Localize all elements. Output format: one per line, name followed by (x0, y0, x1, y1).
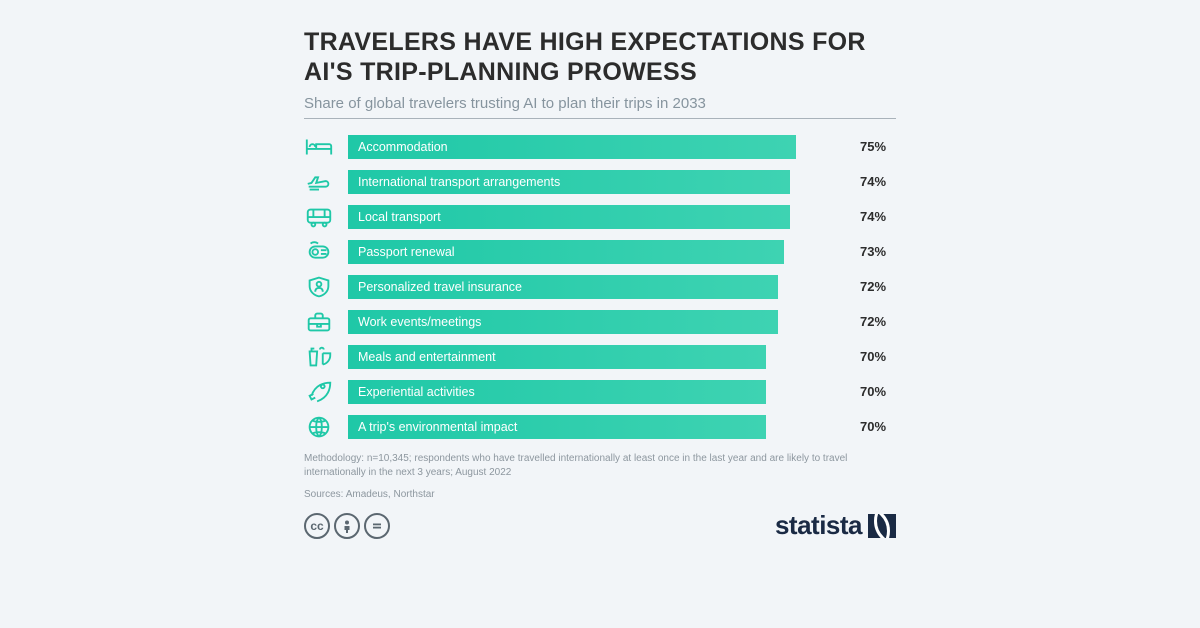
bar: Accommodation (348, 135, 796, 159)
infographic-card: TRAVELERS HAVE HIGH EXPECTATIONS FOR AI'… (304, 28, 896, 541)
bar-track: Work events/meetings (348, 310, 850, 334)
sources-note: Sources: Amadeus, Northstar (304, 489, 896, 500)
passport-icon (304, 239, 348, 265)
divider (304, 118, 896, 119)
chart-row: Meals and entertainment 70% (304, 339, 896, 374)
chart-row: Personalized travel insurance 72% (304, 269, 896, 304)
cc-nd-icon (364, 513, 390, 539)
bar-chart: Accommodation 75% International transport … (304, 129, 896, 444)
chart-subtitle: Share of global travelers trusting AI to… (304, 95, 896, 112)
bar-track: Experiential activities (348, 380, 850, 404)
bar: International transport arrangements (348, 170, 790, 194)
bed-icon (304, 134, 348, 160)
bar-value: 72% (850, 314, 896, 329)
chart-row: A trip's environmental impact 70% (304, 409, 896, 444)
bar-value: 74% (850, 209, 896, 224)
bar-track: Accommodation (348, 135, 850, 159)
statista-logo: statista (775, 510, 896, 541)
bar: Experiential activities (348, 380, 766, 404)
globe-icon (304, 414, 348, 440)
chart-row: Experiential activities 70% (304, 374, 896, 409)
cup-icon (304, 344, 348, 370)
chart-row: Passport renewal 73% (304, 234, 896, 269)
cc-license-icons: cc (304, 513, 390, 539)
bar-value: 73% (850, 244, 896, 259)
bar-value: 70% (850, 419, 896, 434)
cc-by-icon (334, 513, 360, 539)
chart-row: Work events/meetings 72% (304, 304, 896, 339)
bus-icon (304, 204, 348, 230)
methodology-note: Methodology: n=10,345; respondents who h… (304, 452, 896, 479)
briefcase-icon (304, 309, 348, 335)
bar: Work events/meetings (348, 310, 778, 334)
bar: A trip's environmental impact (348, 415, 766, 439)
footer: cc statista (304, 510, 896, 541)
bar-track: A trip's environmental impact (348, 415, 850, 439)
statista-mark-icon (868, 514, 896, 538)
chart-row: Local transport 74% (304, 199, 896, 234)
bar-track: Meals and entertainment (348, 345, 850, 369)
bar: Meals and entertainment (348, 345, 766, 369)
plane-icon (304, 169, 348, 195)
rocket-icon (304, 379, 348, 405)
bar-value: 70% (850, 384, 896, 399)
bar-value: 72% (850, 279, 896, 294)
statista-wordmark: statista (775, 510, 862, 541)
bar-track: International transport arrangements (348, 170, 850, 194)
bar-track: Passport renewal (348, 240, 850, 264)
bar: Passport renewal (348, 240, 784, 264)
bar-value: 74% (850, 174, 896, 189)
chart-title: TRAVELERS HAVE HIGH EXPECTATIONS FOR AI'… (304, 28, 896, 87)
chart-row: International transport arrangements 74% (304, 164, 896, 199)
cc-icon: cc (304, 513, 330, 539)
bar: Local transport (348, 205, 790, 229)
shield-icon (304, 274, 348, 300)
bar-value: 75% (850, 139, 896, 154)
chart-row: Accommodation 75% (304, 129, 896, 164)
bar-track: Personalized travel insurance (348, 275, 850, 299)
bar: Personalized travel insurance (348, 275, 778, 299)
bar-track: Local transport (348, 205, 850, 229)
bar-value: 70% (850, 349, 896, 364)
